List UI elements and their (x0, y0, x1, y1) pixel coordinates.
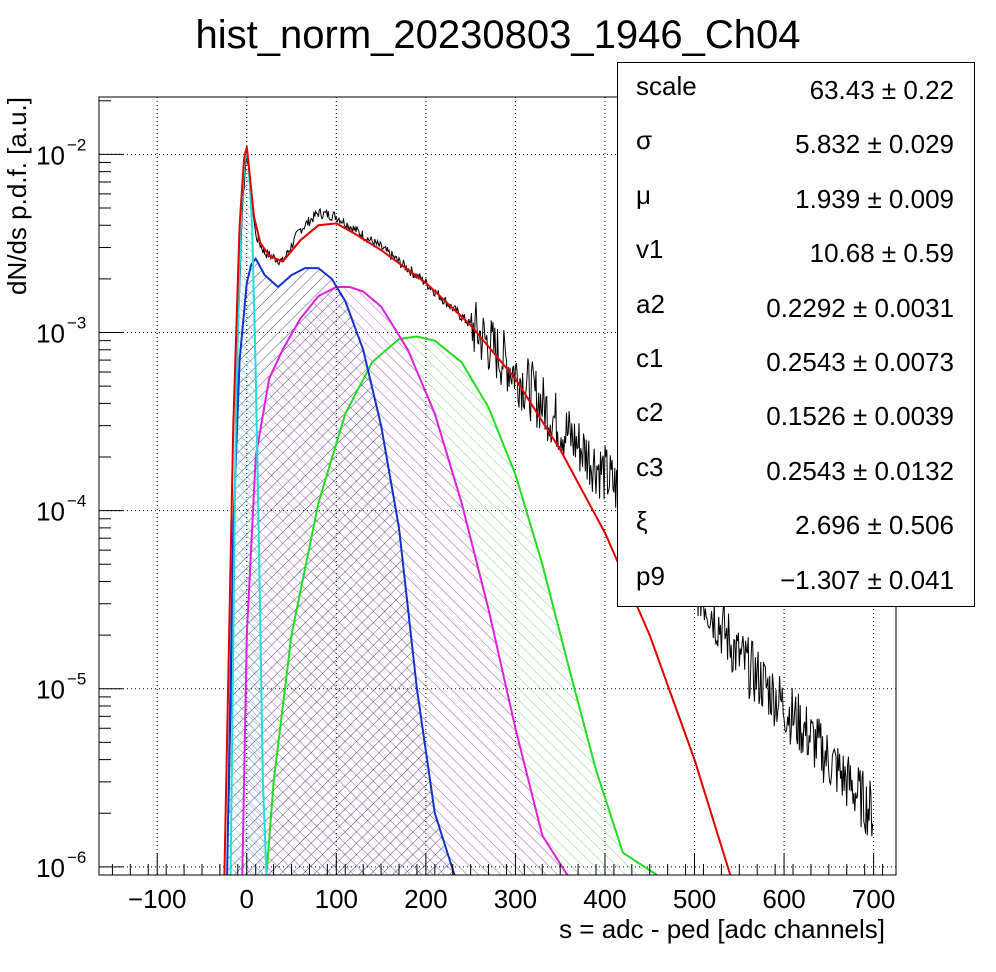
component-1-curve (226, 257, 456, 875)
y-tick-exponent: −2 (67, 135, 86, 154)
stats-param-value: 5.832 ± 0.029 (795, 129, 954, 160)
y-tick-exponent: −3 (67, 314, 86, 333)
chart-title: hist_norm_20230803_1946_Ch04 (196, 13, 801, 57)
y-axis-label: dN/ds p.d.f. [a.u.] (2, 97, 32, 295)
stats-param-value: 10.68 ± 0.59 (809, 238, 954, 269)
stats-param-value: 0.1526 ± 0.0039 (766, 401, 954, 432)
x-tick-label: 0 (240, 884, 254, 914)
x-tick-label: 500 (673, 884, 716, 914)
stats-row: μ 1.939 ± 0.009 (618, 172, 974, 226)
stats-row: a2 0.2292 ± 0.0031 (618, 281, 974, 335)
stats-row: v1 10.68 ± 0.59 (618, 226, 974, 280)
y-tick-label: 10 (36, 675, 65, 705)
x-tick-label: 100 (315, 884, 358, 914)
fit-total-curve (223, 146, 732, 875)
x-axis-label: s = adc - ped [adc channels] (559, 914, 885, 944)
stats-param-name: scale (636, 71, 697, 101)
x-tick-label: 600 (762, 884, 805, 914)
x-tick-label: 300 (494, 884, 537, 914)
x-tick-label: 400 (583, 884, 626, 914)
y-tick-label: 10 (36, 140, 65, 170)
stats-row: c2 0.1526 ± 0.0039 (618, 389, 974, 443)
stats-row: σ 5.832 ± 0.029 (618, 117, 974, 171)
stats-param-name: ξ (636, 506, 648, 537)
stats-param-value: 1.939 ± 0.009 (795, 183, 954, 214)
x-tick-label: −100 (128, 884, 187, 914)
fit-stats-box: scale 63.43 ± 0.22 σ 5.832 ± 0.029 μ 1.939 ± … (617, 62, 975, 607)
stats-row: c3 0.2543 ± 0.0132 (618, 444, 974, 498)
stats-param-name: v1 (636, 234, 664, 265)
stats-param-value: 2.696 ± 0.506 (795, 510, 954, 541)
x-axis-ticks: −100 0 100 200 300 400 500 600 700 (111, 853, 895, 914)
stats-param-name: c2 (636, 397, 664, 428)
stats-row: ξ 2.696 ± 0.506 (618, 498, 974, 552)
stats-param-value: 63.43 ± 0.22 (809, 75, 954, 105)
x-tick-label: 200 (404, 884, 447, 914)
component-3-curve (265, 335, 658, 875)
stats-row: p9 −1.307 ± 0.041 (618, 553, 974, 607)
stats-param-value: 0.2543 ± 0.0132 (766, 455, 954, 486)
x-tick-label: 700 (852, 884, 895, 914)
stats-row: c1 0.2543 ± 0.0073 (618, 335, 974, 389)
y-tick-exponent: −5 (67, 670, 86, 689)
component-2-curve (241, 286, 569, 875)
stats-param-value: 0.2543 ± 0.0073 (766, 347, 954, 377)
stats-param-name: a2 (636, 288, 665, 319)
stats-param-name: c1 (636, 343, 664, 373)
stats-param-value: 0.2292 ± 0.0031 (766, 292, 954, 323)
y-tick-label: 10 (36, 853, 65, 883)
series-lines (223, 146, 874, 875)
stats-row: scale 63.43 ± 0.22 (618, 63, 974, 117)
stats-param-name: σ (636, 125, 653, 156)
stats-param-value: −1.307 ± 0.041 (779, 564, 954, 595)
component-fills (227, 154, 657, 875)
y-tick-exponent: −4 (67, 492, 86, 511)
y-tick-label: 10 (36, 497, 65, 527)
stats-param-name: p9 (636, 560, 665, 591)
component-0-fill (230, 154, 267, 875)
y-tick-exponent: −6 (67, 848, 86, 867)
y-tick-label: 10 (36, 319, 65, 349)
component-1-fill (227, 258, 455, 875)
stats-param-name: μ (636, 179, 651, 210)
y-axis-ticks: 10−610−510−410−310−2 (36, 100, 123, 883)
stats-param-name: c3 (636, 451, 664, 482)
